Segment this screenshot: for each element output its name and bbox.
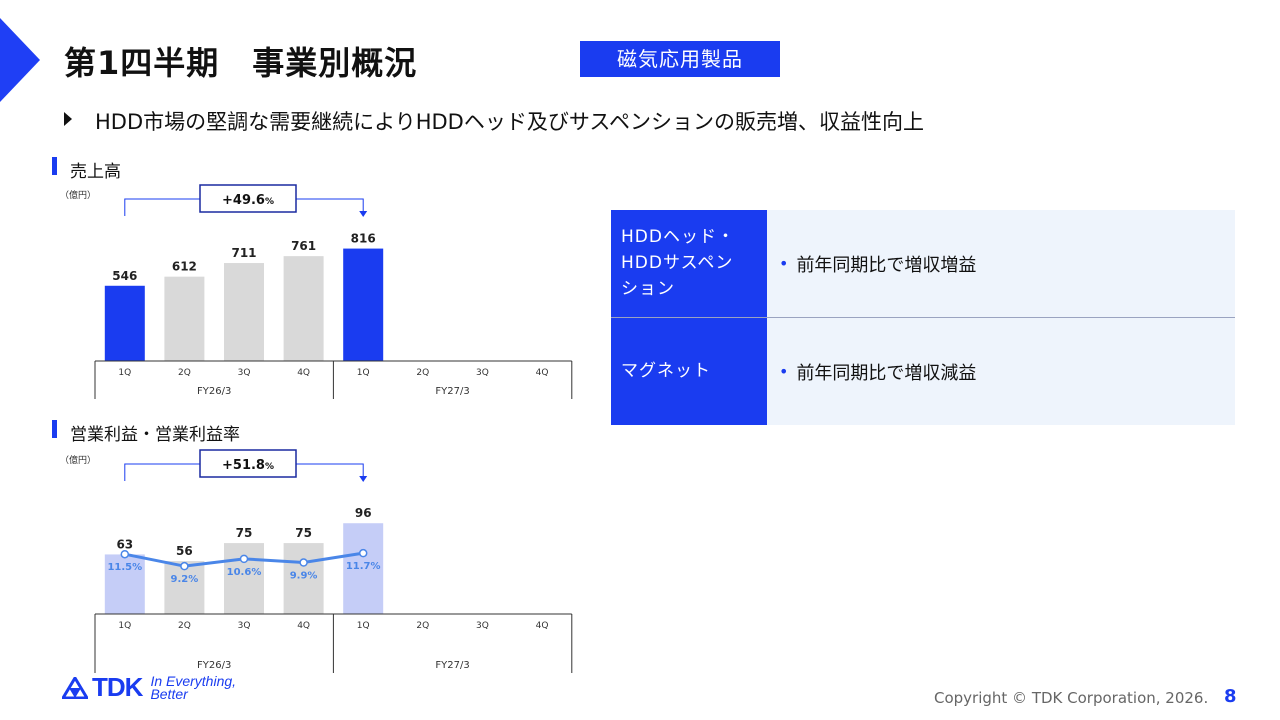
- arrow-down-icon: [359, 476, 368, 482]
- logo-text: TDK: [92, 672, 143, 702]
- summary-text: 前年同期比で増収減益: [796, 362, 977, 384]
- margin-point: [358, 548, 368, 558]
- tick-label: 3Q: [238, 368, 251, 378]
- tick-label: 2Q: [178, 368, 191, 378]
- bar: [343, 523, 384, 614]
- growth-box: [199, 449, 297, 478]
- summary-body: • 前年同期比で増収減益: [767, 318, 1235, 425]
- bar: [104, 285, 145, 361]
- tick-label: 1Q: [118, 621, 131, 631]
- margin-point: [120, 549, 130, 559]
- data-label: 63: [116, 537, 133, 551]
- bar: [283, 543, 324, 614]
- growth-box: [199, 184, 297, 213]
- section-marker: [52, 420, 57, 438]
- tdk-emblem-icon: [62, 676, 88, 699]
- bullet-dot-icon: •: [779, 254, 789, 273]
- margin-label: 9.2%: [171, 574, 199, 585]
- tick-label: 3Q: [476, 621, 489, 631]
- copyright: Copyright © TDK Corporation, 2026.: [934, 689, 1209, 707]
- data-label: 711: [231, 246, 256, 260]
- margin-label: 9.9%: [290, 571, 318, 582]
- tick-label: 4Q: [536, 621, 549, 631]
- tick-label: 1Q: [118, 368, 131, 378]
- logo-tagline-line2: Better: [150, 685, 188, 702]
- margin-label: 11.5%: [107, 562, 142, 573]
- headline: HDD市場の堅調な需要継続によりHDDヘッド及びサスペンションの販売増、収益性向…: [95, 110, 924, 134]
- growth-label: +51.8%: [222, 458, 274, 473]
- page-number: 8: [1224, 686, 1237, 707]
- tick-label: 3Q: [476, 368, 489, 378]
- margin-point: [180, 561, 189, 571]
- section-marker: [52, 157, 57, 175]
- tick-label: 2Q: [178, 621, 191, 631]
- summary-label: HDDヘッド・ HDDサスペン ション: [611, 210, 767, 317]
- tick-label: 4Q: [297, 621, 310, 631]
- tdk-logo: TDK In Everything, Better: [62, 672, 236, 703]
- profit-chart: （億円） 63 56 75 75 96 1Q 2Q 3Q 4Q 1Q 2Q 3Q 4Q FY26/3 FY27…: [60, 449, 573, 673]
- margin-point: [239, 554, 249, 564]
- growth-label: +49.6%: [222, 193, 274, 208]
- bar: [164, 276, 205, 361]
- summary-row-magnet: マグネット • 前年同期比で増収減益: [611, 317, 1235, 425]
- bar: [343, 248, 384, 361]
- bar: [104, 554, 145, 614]
- tick-label: 2Q: [416, 621, 429, 631]
- summary-text: 前年同期比で増収増益: [796, 254, 977, 276]
- data-label: 75: [295, 526, 312, 540]
- bar: [224, 263, 264, 361]
- data-label: 56: [176, 544, 193, 558]
- data-label: 75: [236, 526, 253, 540]
- summary-table: HDDヘッド・ HDDサスペン ション • 前年同期比で増収増益 マグネット •…: [611, 210, 1235, 425]
- bar: [283, 256, 324, 361]
- summary-row-hdd: HDDヘッド・ HDDサスペン ション • 前年同期比で増収増益: [611, 210, 1235, 317]
- unit-label: （億円）: [60, 189, 96, 201]
- tick-label: 4Q: [536, 368, 549, 378]
- profit-chart-title: 営業利益・営業利益率: [70, 425, 240, 445]
- tick-label: 2Q: [416, 368, 429, 378]
- bar: [224, 543, 264, 614]
- corner-accent: [0, 18, 40, 102]
- sales-chart: （億円） 546 612 711 761 816 1Q 2Q 3Q 4Q 1Q 2Q 3Q 4Q FY26/…: [60, 184, 573, 399]
- tick-label: 4Q: [297, 368, 310, 378]
- tick-label: 3Q: [238, 621, 251, 631]
- data-label: 816: [351, 232, 376, 246]
- tick-label: 1Q: [357, 368, 370, 378]
- data-label: 612: [172, 260, 197, 274]
- margin-label: 10.6%: [227, 567, 262, 578]
- bullet-arrow-icon: [64, 112, 72, 126]
- segment-badge: 磁気応用製品: [580, 41, 780, 77]
- group-label: FY27/3: [435, 660, 469, 671]
- data-label: 546: [112, 269, 137, 283]
- group-label: FY27/3: [435, 386, 469, 397]
- page-title: 第1四半期 事業別概況: [64, 44, 418, 82]
- tick-label: 1Q: [357, 621, 370, 631]
- sales-chart-title: 売上高: [70, 162, 121, 182]
- bullet-dot-icon: •: [779, 362, 789, 381]
- unit-label: （億円）: [60, 454, 96, 466]
- arrow-down-icon: [359, 211, 368, 217]
- data-label: 761: [291, 239, 316, 253]
- growth-unit: %: [265, 197, 274, 207]
- logo-tagline-line1: In Everything,: [150, 672, 237, 689]
- summary-label: マグネット: [611, 318, 767, 425]
- margin-label: 11.7%: [346, 561, 381, 572]
- margin-point: [299, 558, 308, 567]
- logo-tagline: In Everything, Better: [150, 672, 237, 702]
- group-label: FY26/3: [197, 660, 231, 671]
- growth-unit: %: [265, 462, 274, 472]
- group-label: FY26/3: [197, 386, 231, 397]
- summary-body: • 前年同期比で増収増益: [767, 210, 1235, 317]
- data-label: 96: [355, 506, 372, 520]
